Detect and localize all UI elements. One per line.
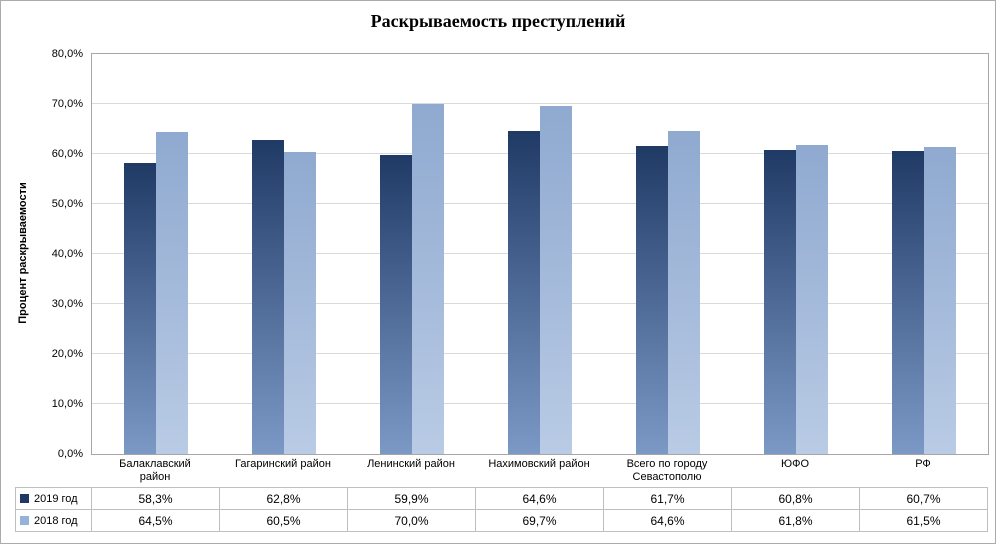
table-value-series2-cat2: 60,5% bbox=[220, 510, 348, 532]
y-tick-label: 80,0% bbox=[51, 48, 83, 60]
bar-series2-cat5 bbox=[668, 131, 700, 454]
table-value-series1-cat7: 60,7% bbox=[860, 488, 988, 510]
bar-series1-cat1 bbox=[124, 162, 156, 454]
category-label: Всего по городу Севастополю bbox=[626, 458, 708, 483]
table-value-series1-cat5: 61,7% bbox=[604, 488, 732, 510]
category-label: РФ bbox=[915, 458, 931, 470]
bar-series2-cat6 bbox=[796, 145, 828, 454]
bar-series1-cat5 bbox=[636, 145, 668, 454]
table-value-series1-cat3: 59,9% bbox=[348, 488, 476, 510]
data-table: 2019 год 58,3% 62,8% 59,9% 64,6% 61,7% 60,8% 60… bbox=[15, 487, 988, 532]
category-label: ЮФО bbox=[780, 458, 810, 470]
table-value-series2-cat5: 64,6% bbox=[604, 510, 732, 532]
y-tick-label: 60,0% bbox=[51, 148, 83, 160]
bar-series1-cat6 bbox=[764, 150, 796, 454]
bar-series1-cat4 bbox=[508, 131, 540, 454]
category-label: Балаклавский район bbox=[119, 458, 191, 483]
table-value-series2-cat7: 61,5% bbox=[860, 510, 988, 532]
bar-series1-cat2 bbox=[252, 140, 284, 454]
gridline bbox=[92, 103, 988, 104]
bar-series2-cat2 bbox=[284, 151, 316, 454]
table-value-series1-cat6: 60,8% bbox=[732, 488, 860, 510]
table-value-series2-cat1: 64,5% bbox=[92, 510, 220, 532]
y-tick-label: 10,0% bbox=[51, 398, 83, 410]
y-axis-ticks: 0,0% 10,0% 20,0% 30,0% 40,0% 50,0% 60,0% 70,0% 8… bbox=[1, 48, 85, 460]
legend-label: 2018 год bbox=[34, 514, 78, 527]
category-label: Гагаринский район bbox=[235, 458, 331, 470]
bar-series2-cat1 bbox=[156, 131, 188, 454]
table-value-series1-cat2: 62,8% bbox=[220, 488, 348, 510]
y-tick-label: 50,0% bbox=[51, 198, 83, 210]
table-value-series2-cat6: 61,8% bbox=[732, 510, 860, 532]
table-value-series2-cat4: 69,7% bbox=[476, 510, 604, 532]
y-tick-label: 20,0% bbox=[51, 348, 83, 360]
table-value-series2-cat3: 70,0% bbox=[348, 510, 476, 532]
legend-cell-series1: 2019 год bbox=[16, 488, 92, 510]
plot-area bbox=[91, 53, 989, 455]
y-tick-label: 30,0% bbox=[51, 298, 83, 310]
legend-cell-series2: 2018 год bbox=[16, 510, 92, 532]
bar-series2-cat3 bbox=[412, 104, 444, 454]
table-value-series1-cat4: 64,6% bbox=[476, 488, 604, 510]
legend-swatch-icon bbox=[20, 494, 29, 503]
bar-series1-cat3 bbox=[380, 154, 412, 454]
y-tick-label: 70,0% bbox=[51, 98, 83, 110]
bar-series1-cat7 bbox=[892, 150, 924, 454]
table-value-series1-cat1: 58,3% bbox=[92, 488, 220, 510]
chart-title: Раскрываемость преступлений bbox=[370, 11, 626, 31]
y-tick-label: 0,0% bbox=[57, 448, 83, 460]
legend-label: 2019 год bbox=[34, 492, 78, 505]
y-tick-label: 40,0% bbox=[51, 248, 83, 260]
bar-series2-cat7 bbox=[924, 146, 956, 454]
x-axis-categories: Балаклавский район Гагаринский район Ленин… bbox=[91, 455, 987, 484]
category-label: Нахимовский район bbox=[488, 458, 590, 470]
category-label: Ленинский район bbox=[367, 458, 455, 470]
bar-series2-cat4 bbox=[540, 105, 572, 454]
legend-swatch-icon bbox=[20, 516, 29, 525]
